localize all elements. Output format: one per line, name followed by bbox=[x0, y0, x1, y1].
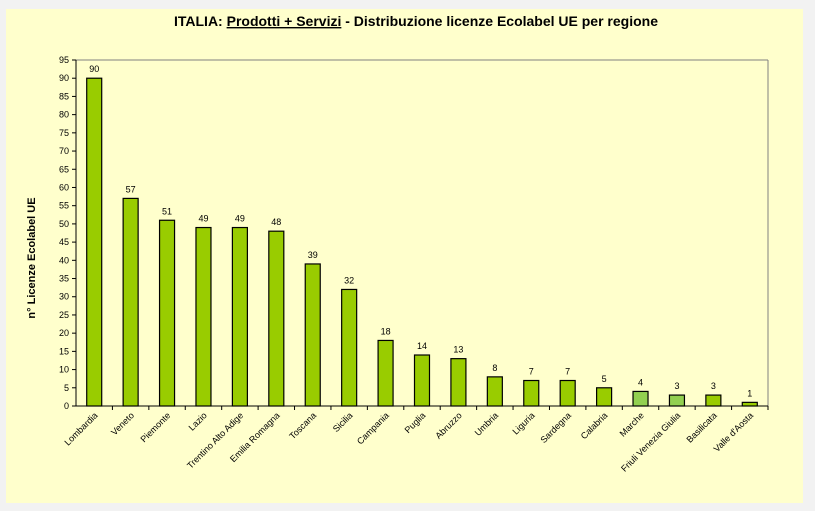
bar-marche bbox=[632, 390, 649, 407]
y-axis-label: n° Licenze Ecolabel UE bbox=[26, 197, 38, 318]
bar-veneto bbox=[122, 197, 139, 407]
data-label: 13 bbox=[453, 345, 463, 355]
bar-basilicata bbox=[705, 394, 722, 407]
y-tick-label: 90 bbox=[59, 73, 69, 83]
y-tick-label: 10 bbox=[59, 365, 69, 375]
title-part-2: Prodotti + Servizi bbox=[227, 13, 342, 29]
data-label: 3 bbox=[674, 381, 679, 391]
data-label: 3 bbox=[711, 381, 716, 391]
data-label: 14 bbox=[417, 341, 427, 351]
y-tick-label: 0 bbox=[64, 401, 69, 411]
data-label: 57 bbox=[126, 184, 136, 194]
data-label: 7 bbox=[565, 367, 570, 377]
y-tick-label: 85 bbox=[59, 91, 69, 101]
bar-sardegna bbox=[559, 379, 576, 407]
y-tick-label: 30 bbox=[59, 292, 69, 302]
x-tick-label: Piemonte bbox=[139, 410, 173, 444]
bar-lazio bbox=[195, 226, 212, 407]
bar-liguria bbox=[523, 379, 540, 407]
y-tick-label: 70 bbox=[59, 146, 69, 156]
bar-trentino-alto-adige bbox=[231, 226, 248, 407]
x-tick-label: Lombardia bbox=[62, 410, 99, 447]
data-label: 5 bbox=[602, 374, 607, 384]
y-tick-label: 40 bbox=[59, 255, 69, 265]
y-tick-label: 20 bbox=[59, 328, 69, 338]
data-label: 49 bbox=[198, 214, 208, 224]
data-label: 18 bbox=[381, 326, 391, 336]
data-label: 7 bbox=[529, 367, 534, 377]
y-tick-label: 80 bbox=[59, 110, 69, 120]
x-tick-label: Calabria bbox=[579, 410, 610, 441]
y-tick-label: 60 bbox=[59, 182, 69, 192]
y-tick-label: 35 bbox=[59, 274, 69, 284]
bar-emilia-romagna bbox=[268, 230, 285, 407]
bar-campania bbox=[377, 339, 394, 407]
x-tick-label: Marche bbox=[618, 410, 646, 438]
y-tick-label: 15 bbox=[59, 346, 69, 356]
bar-friuli-venezia-giulia bbox=[668, 394, 686, 407]
x-tick-label: Sicilia bbox=[331, 410, 355, 434]
x-tick-label: Sardegna bbox=[538, 410, 573, 445]
data-label: 1 bbox=[747, 388, 752, 398]
y-tick-label: 75 bbox=[59, 128, 69, 138]
x-tick-label: Liguria bbox=[510, 410, 536, 436]
data-label: 48 bbox=[271, 217, 281, 227]
title-part-1: ITALIA: bbox=[174, 13, 227, 29]
data-label: 51 bbox=[162, 206, 172, 216]
bar-umbria bbox=[486, 376, 503, 407]
data-label: 39 bbox=[308, 250, 318, 260]
y-tick-label: 25 bbox=[59, 310, 69, 320]
y-tick-label: 5 bbox=[64, 383, 69, 393]
bar-toscana bbox=[304, 263, 321, 407]
x-tick-label: Campania bbox=[355, 410, 391, 446]
y-tick-label: 95 bbox=[59, 55, 69, 65]
data-label: 4 bbox=[638, 377, 643, 387]
x-tick-label: Umbria bbox=[473, 410, 501, 438]
data-label: 32 bbox=[344, 275, 354, 285]
x-tick-label: Basilicata bbox=[684, 410, 718, 444]
x-tick-label: Toscana bbox=[287, 410, 318, 441]
bar-abruzzo bbox=[450, 358, 467, 407]
y-tick-label: 55 bbox=[59, 201, 69, 211]
x-tick-label: Abruzzo bbox=[433, 410, 463, 440]
bar-valle-d-aosta bbox=[741, 401, 758, 407]
bar-lombardia bbox=[86, 77, 103, 407]
chart-area bbox=[6, 9, 803, 503]
y-tick-label: 50 bbox=[59, 219, 69, 229]
x-tick-label: Veneto bbox=[109, 410, 136, 437]
data-label: 90 bbox=[89, 64, 99, 74]
bar-puglia bbox=[413, 354, 431, 407]
title-part-3: - Distribuzione licenze Ecolabel UE per … bbox=[341, 13, 658, 29]
x-tick-label: Puglia bbox=[403, 410, 428, 435]
y-tick-label: 65 bbox=[59, 164, 69, 174]
bar-calabria bbox=[596, 387, 613, 407]
chart-title: ITALIA: Prodotti + Servizi - Distribuzio… bbox=[174, 13, 658, 29]
x-tick-label: Lazio bbox=[187, 410, 209, 432]
bar-sicilia bbox=[341, 288, 358, 407]
data-label: 49 bbox=[235, 214, 245, 224]
bar-piemonte bbox=[158, 219, 176, 407]
data-label: 8 bbox=[492, 363, 497, 373]
y-tick-label: 45 bbox=[59, 237, 69, 247]
